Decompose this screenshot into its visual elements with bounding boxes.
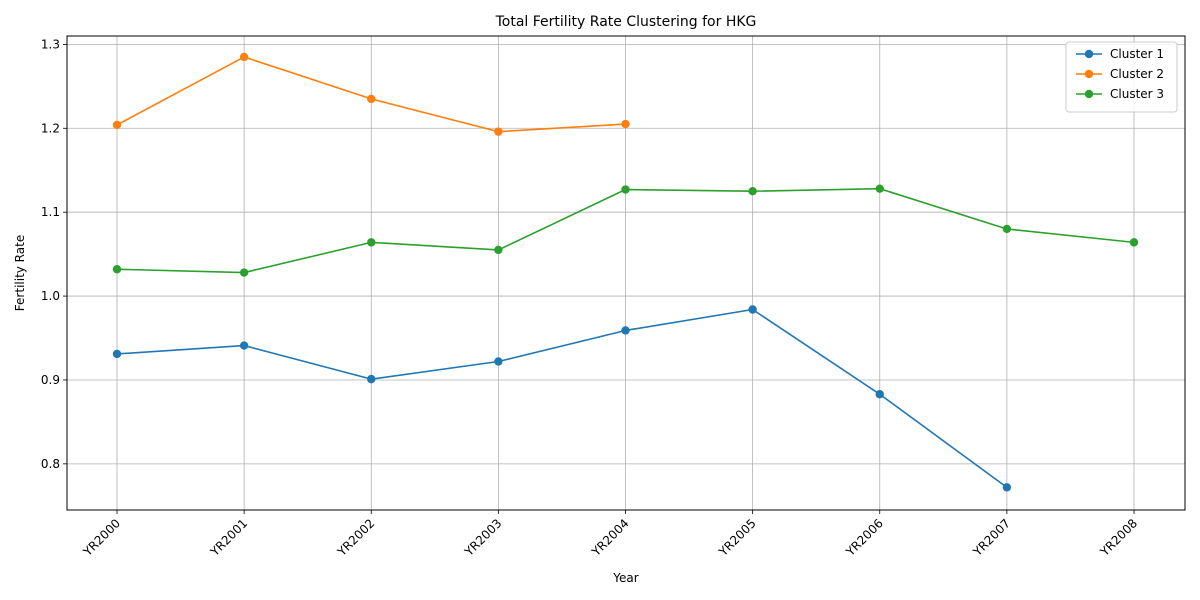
data-point [621,119,630,129]
data-point [239,268,249,277]
legend-item: Cluster 1 [1076,47,1164,61]
y-tick-label: 1.1 [41,205,60,219]
legend-label: Cluster 3 [1110,87,1164,101]
series-line [116,308,1008,488]
y-tick-label: 0.8 [41,457,60,471]
data-point [112,265,122,274]
legend: Cluster 1 Cluster 2 Cluster 3 [1065,41,1178,113]
plot-frame [66,35,1186,511]
legend-marker [1084,49,1094,59]
grid-lines [67,36,1185,510]
data-point [239,341,249,350]
y-tick-label: 1.2 [41,121,60,135]
data-point [875,184,884,193]
data-point [367,374,376,384]
legend-marker [1084,89,1094,99]
data-point [239,52,249,62]
series-2 [112,52,630,136]
series-1 [112,305,1012,492]
series-3 [112,184,1139,277]
legend-item: Cluster 3 [1076,87,1164,101]
legend-item: Cluster 2 [1076,67,1164,81]
data-point [494,357,503,366]
data-point [1002,483,1012,492]
data-point [748,305,757,314]
data-point [494,245,503,255]
y-tick-label: 0.9 [41,373,60,387]
data-point [112,120,122,130]
data-point [367,94,376,104]
series-layer [112,52,1139,492]
y-axis-ticks: 0.8 0.9 1.0 1.1 1.2 1.3 [41,37,67,471]
data-point [748,187,757,196]
legend-label: Cluster 1 [1110,47,1164,61]
data-point [367,238,376,247]
y-tick-label: 1.3 [41,37,60,51]
legend-marker [1084,69,1094,79]
legend-label: Cluster 2 [1110,67,1164,81]
data-point [621,326,630,335]
chart-title: Total Fertility Rate Clustering for HKG [495,14,757,30]
data-point [1002,224,1012,234]
x-axis-label: Year [612,571,638,585]
y-axis-label: Fertility Rate [13,235,27,311]
data-point [494,127,503,136]
data-point [875,390,884,399]
data-point [112,349,122,359]
data-point [1129,238,1139,247]
data-point [621,185,630,194]
y-tick-label: 1.0 [41,289,60,303]
